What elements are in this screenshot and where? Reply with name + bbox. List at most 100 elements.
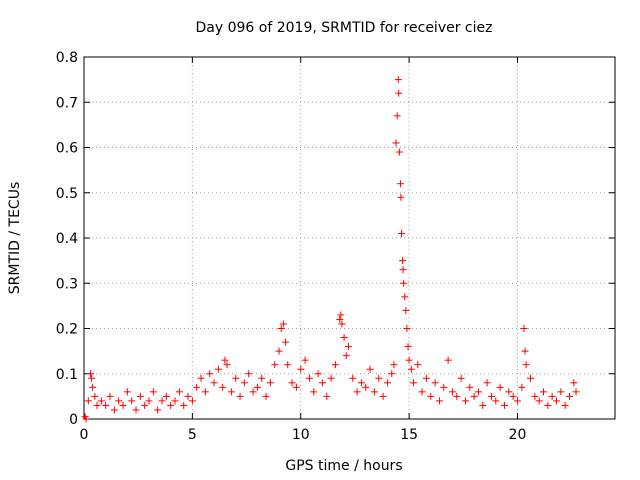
data-point xyxy=(539,388,547,396)
data-point xyxy=(561,401,569,409)
data-point xyxy=(249,388,257,396)
data-point xyxy=(509,392,517,400)
data-point xyxy=(292,383,300,391)
data-point xyxy=(397,193,405,201)
data-point xyxy=(253,383,261,391)
x-tick-label: 10 xyxy=(292,427,310,443)
y-tick-label: 0.5 xyxy=(56,186,78,202)
data-point xyxy=(97,397,105,405)
x-tick-label: 5 xyxy=(188,427,197,443)
data-point xyxy=(277,325,285,332)
data-point xyxy=(390,361,398,369)
x-tick-label: 20 xyxy=(509,427,527,443)
data-point xyxy=(548,392,556,400)
data-point xyxy=(171,397,179,405)
data-point xyxy=(340,334,348,342)
data-point xyxy=(357,379,365,387)
data-point xyxy=(102,401,110,409)
data-point xyxy=(500,401,508,409)
y-tick-label: 0.1 xyxy=(56,367,78,383)
data-point xyxy=(492,397,500,405)
data-point xyxy=(531,392,539,400)
data-point xyxy=(301,356,309,364)
data-point xyxy=(141,401,149,409)
data-point xyxy=(284,361,292,369)
data-point xyxy=(353,388,361,396)
data-point xyxy=(88,374,96,382)
data-point xyxy=(162,392,170,400)
data-point xyxy=(398,229,406,237)
data-point xyxy=(91,392,99,400)
data-point xyxy=(400,279,408,287)
data-point xyxy=(132,406,140,414)
data-point xyxy=(342,352,350,360)
data-point xyxy=(404,343,412,351)
data-point xyxy=(544,401,552,409)
data-point xyxy=(84,397,92,405)
data-point xyxy=(210,379,218,387)
data-point xyxy=(557,388,565,396)
data-point xyxy=(180,401,188,409)
data-point xyxy=(110,406,118,414)
data-point xyxy=(314,370,322,378)
data-point xyxy=(370,388,378,396)
data-point xyxy=(383,379,391,387)
data-point xyxy=(245,370,253,378)
data-point xyxy=(318,379,326,387)
data-point xyxy=(394,76,402,84)
data-point xyxy=(310,388,318,396)
grid-lines xyxy=(84,57,615,419)
data-point xyxy=(366,365,374,373)
data-point xyxy=(565,392,573,400)
data-point xyxy=(505,388,513,396)
data-point xyxy=(145,397,153,405)
y-tick-label: 0.7 xyxy=(56,95,78,111)
data-point xyxy=(474,388,482,396)
data-point xyxy=(572,388,580,396)
data-point xyxy=(223,361,231,369)
data-point xyxy=(403,325,411,332)
data-point xyxy=(395,89,403,97)
data-point xyxy=(184,392,192,400)
data-point xyxy=(483,379,491,387)
data-point xyxy=(461,397,469,405)
data-point xyxy=(392,139,400,147)
data-point xyxy=(323,392,331,400)
data-point xyxy=(427,392,435,400)
data-point xyxy=(349,374,357,382)
data-point xyxy=(119,401,127,409)
data-points xyxy=(81,76,580,423)
data-point xyxy=(407,365,415,373)
data-point xyxy=(457,374,465,382)
data-point xyxy=(570,379,578,387)
data-point xyxy=(167,401,175,409)
data-point xyxy=(344,343,352,351)
data-point xyxy=(232,374,240,382)
y-tick-label: 0 xyxy=(69,412,78,428)
x-tick-label: 0 xyxy=(80,427,89,443)
data-point xyxy=(336,315,344,323)
data-point xyxy=(409,379,417,387)
data-point xyxy=(297,365,305,373)
data-point xyxy=(236,392,244,400)
data-point xyxy=(305,374,313,382)
data-point xyxy=(375,374,383,382)
y-tick-label: 0.8 xyxy=(56,50,78,66)
data-point xyxy=(158,397,166,405)
data-point xyxy=(227,388,235,396)
chart-title: Day 096 of 2019, SRMTID for receiver cie… xyxy=(196,20,493,36)
data-point xyxy=(240,379,248,387)
data-point xyxy=(197,374,205,382)
data-point xyxy=(214,365,222,373)
data-point xyxy=(401,293,409,301)
data-point xyxy=(327,374,335,382)
y-tick-label: 0.6 xyxy=(56,141,78,157)
data-point xyxy=(395,148,403,156)
data-point xyxy=(338,320,346,328)
data-point xyxy=(149,388,157,396)
data-point xyxy=(136,392,144,400)
data-point xyxy=(513,397,521,405)
data-point xyxy=(518,383,526,391)
data-point xyxy=(535,397,543,405)
x-tick-label: 15 xyxy=(400,427,418,443)
